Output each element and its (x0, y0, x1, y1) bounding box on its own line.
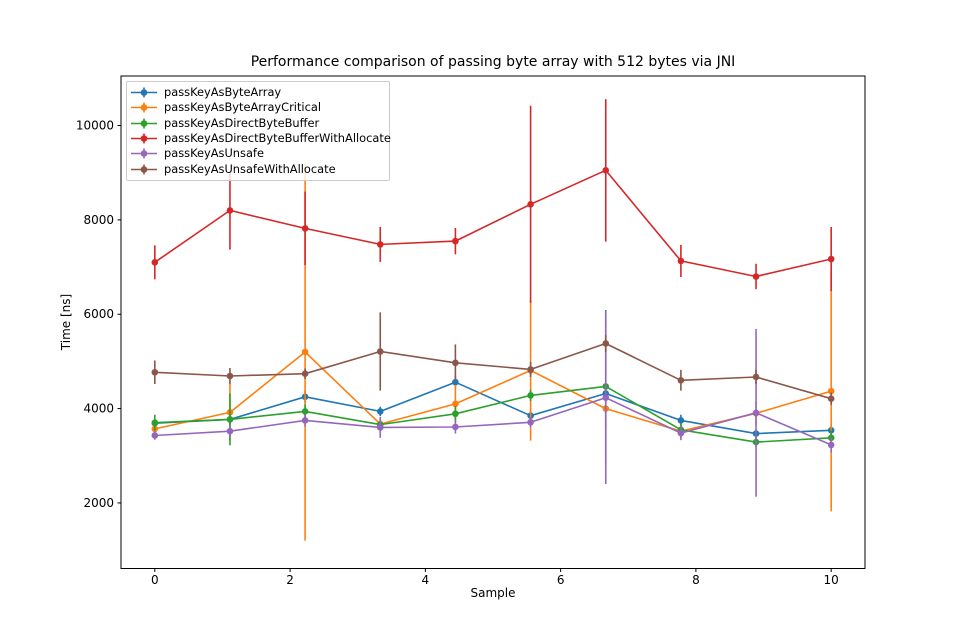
data-point-marker (226, 207, 234, 214)
y-tick-label: 8000 (83, 213, 114, 227)
data-point-marker (827, 395, 835, 402)
legend-key-icon (131, 118, 157, 129)
data-point-marker (226, 416, 234, 423)
x-tick-label: 6 (557, 573, 565, 587)
legend-key-icon (131, 87, 157, 98)
legend-key-icon (131, 133, 157, 144)
x-tick-label: 10 (824, 573, 839, 587)
legend-item: passKeyAsByteArray (131, 85, 383, 100)
legend-key-icon (131, 102, 157, 113)
legend-item: passKeyAsByteArrayCritical (131, 100, 383, 115)
data-point-marker (376, 241, 384, 248)
legend-label: passKeyAsDirectByteBufferWithAllocate (164, 131, 391, 146)
legend-key-icon (131, 148, 157, 159)
x-tick-label: 4 (422, 573, 430, 587)
data-point-marker (752, 409, 760, 417)
data-point-marker (452, 410, 459, 418)
data-point-marker (752, 273, 760, 280)
series-line (154, 385, 832, 443)
x-tick-label: 8 (692, 573, 700, 587)
data-point-marker (151, 419, 159, 427)
x-tick-label: 2 (286, 573, 294, 587)
legend-item: passKeyAsUnsafeWithAllocate (131, 161, 383, 176)
data-point-marker (827, 387, 835, 395)
data-point-marker (527, 366, 534, 373)
data-point-marker (301, 225, 309, 232)
x-axis-label: Sample (470, 586, 516, 600)
series-line (154, 381, 832, 435)
series-line (154, 396, 832, 446)
y-axis-label: Time [ns] (59, 293, 73, 351)
legend-item: passKeyAsDirectByteBuffer (131, 116, 383, 131)
legend-item: passKeyAsUnsafe (131, 146, 383, 161)
data-point-marker (301, 370, 309, 377)
legend-label: passKeyAsDirectByteBuffer (164, 115, 320, 130)
data-point-marker (301, 417, 309, 424)
data-point-marker (527, 201, 534, 208)
data-point-marker (527, 418, 534, 426)
y-tick-label: 4000 (83, 402, 114, 416)
data-point-marker (301, 408, 309, 415)
series-line (154, 169, 832, 278)
data-point-marker (677, 417, 685, 424)
data-point-marker (301, 348, 309, 356)
legend-label: passKeyAsByteArray (164, 85, 282, 100)
data-point-marker (602, 340, 610, 347)
y-tick-label: 10000 (76, 119, 114, 133)
legend-key-icon (131, 164, 157, 175)
chart-title: Performance comparison of passing byte a… (250, 54, 736, 70)
data-point-marker (452, 378, 459, 386)
data-point-marker (452, 400, 459, 408)
data-point-marker (376, 424, 384, 431)
legend-label: passKeyAsByteArrayCritical (164, 100, 322, 115)
data-point-marker (677, 429, 685, 437)
data-point-marker (602, 394, 610, 402)
data-point-marker (677, 257, 685, 265)
plot-border (120, 75, 866, 569)
data-point-marker (226, 372, 234, 380)
data-point-marker (151, 368, 159, 376)
data-point-marker (602, 167, 610, 174)
legend-label: passKeyAsUnsafeWithAllocate (164, 161, 336, 176)
data-point-marker (452, 237, 459, 245)
data-point-marker (376, 408, 384, 415)
x-tick-label: 0 (151, 573, 159, 587)
data-point-marker (752, 373, 760, 381)
data-point-marker (452, 423, 459, 431)
data-point-marker (226, 427, 234, 435)
data-point-marker (151, 259, 159, 266)
data-point-marker (677, 376, 685, 384)
legend-label: passKeyAsUnsafe (164, 146, 264, 161)
data-point-marker (376, 348, 384, 355)
series-line (154, 342, 832, 400)
legend: passKeyAsByteArray passKeyAsByteArrayCrit… (126, 81, 391, 181)
data-point-marker (827, 441, 835, 449)
legend-item: passKeyAsDirectByteBufferWithAllocate (131, 131, 391, 146)
data-point-marker (151, 432, 159, 439)
y-tick-label: 6000 (83, 307, 114, 321)
data-point-marker (827, 255, 835, 263)
data-point-marker (527, 392, 534, 399)
data-point-marker (452, 359, 459, 367)
y-tick-label: 2000 (83, 496, 114, 510)
